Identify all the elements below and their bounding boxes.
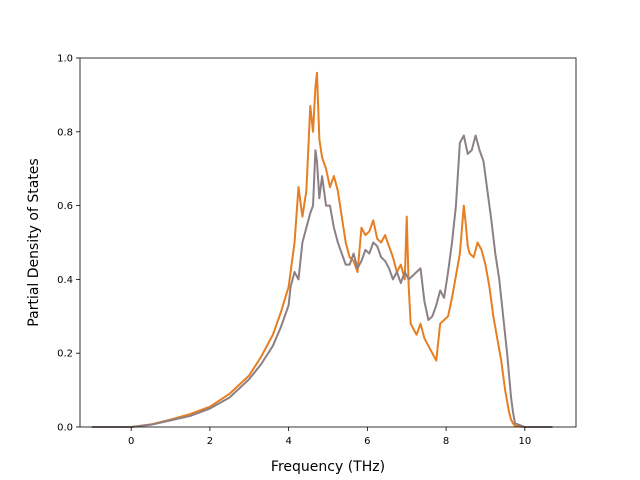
- y-axis-title: Partial Density of States: [26, 158, 42, 326]
- x-tick-label: 2: [207, 436, 213, 447]
- x-axis-title: Frequency (THz): [271, 459, 385, 475]
- y-tick-label: 0.4: [57, 275, 73, 286]
- y-tick-label: 0.2: [57, 349, 73, 360]
- plot-frame: [79, 57, 577, 428]
- x-tick-label: 8: [443, 436, 449, 447]
- y-tick-label: 0.8: [57, 127, 73, 138]
- x-tick-label: 10: [518, 436, 531, 447]
- y-tick-label: 0.0: [57, 423, 73, 434]
- x-tick-label: 0: [128, 436, 134, 447]
- x-tick-label: 4: [285, 436, 291, 447]
- y-tick-label: 1.0: [57, 54, 73, 65]
- x-tick-label: 6: [364, 436, 370, 447]
- series-line-2: [91, 134, 553, 428]
- y-axis: 0.0 0.2 0.4 0.6 0.8 1.0: [57, 54, 80, 434]
- series-line-1: [91, 71, 553, 428]
- x-axis: 0 2 4 6 8 10: [128, 427, 531, 447]
- series-layer: [91, 71, 553, 428]
- y-tick-label: 0.6: [57, 201, 73, 212]
